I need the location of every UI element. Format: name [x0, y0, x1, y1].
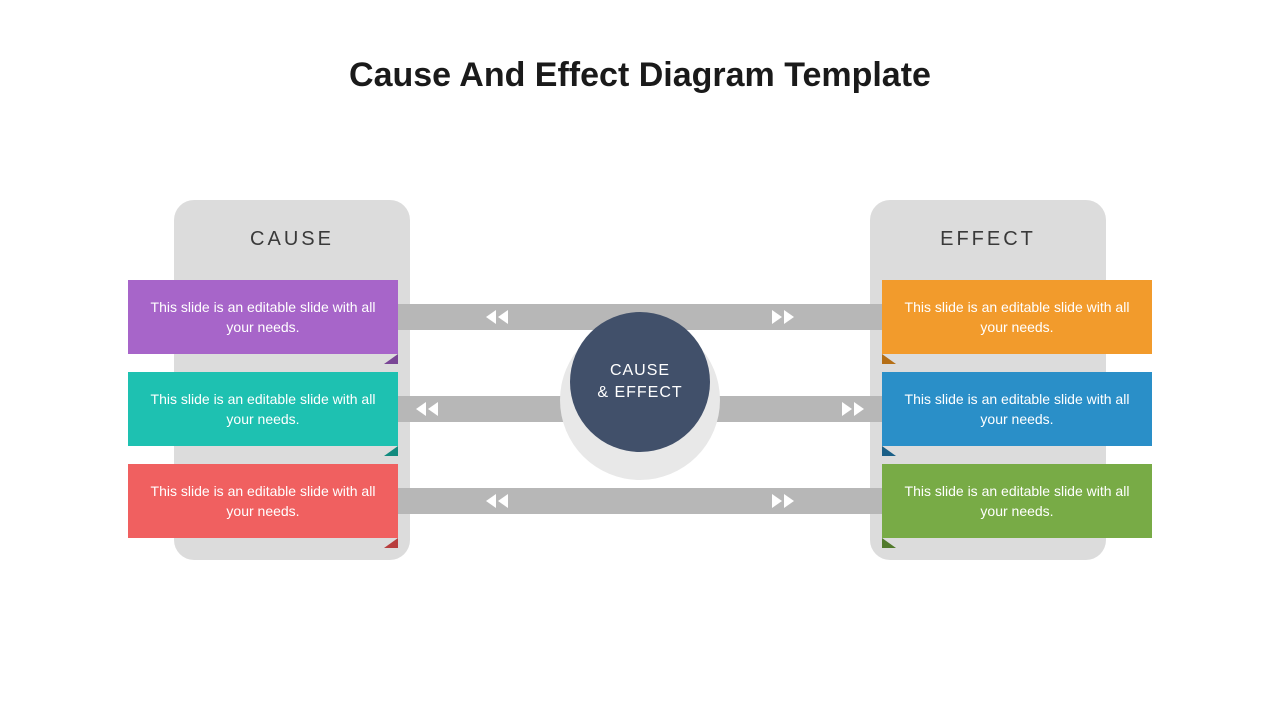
- connector-right-2: [702, 396, 882, 422]
- effect-item-text: This slide is an editable slide with all…: [900, 389, 1134, 430]
- connector-left-3: [398, 488, 648, 514]
- arrow-right-icon: [842, 402, 852, 416]
- cause-header: CAUSE: [174, 228, 410, 251]
- arrow-left-icon: [416, 402, 426, 416]
- arrow-left-icon: [486, 310, 496, 324]
- ribbon-fold: [882, 446, 896, 456]
- cause-item-text: This slide is an editable slide with all…: [146, 297, 380, 338]
- center-circle: CAUSE & EFFECT: [570, 312, 710, 452]
- cause-item-3: This slide is an editable slide with all…: [128, 464, 398, 538]
- ribbon-fold: [882, 354, 896, 364]
- cause-item-text: This slide is an editable slide with all…: [146, 481, 380, 522]
- effect-item-2: This slide is an editable slide with all…: [882, 372, 1152, 446]
- page-title: Cause And Effect Diagram Template: [0, 56, 1280, 95]
- ribbon-fold: [384, 538, 398, 548]
- ribbon-fold: [384, 354, 398, 364]
- arrow-left-icon: [486, 494, 496, 508]
- arrow-right-icon: [772, 310, 782, 324]
- arrow-right-icon: [784, 310, 794, 324]
- cause-item-1: This slide is an editable slide with all…: [128, 280, 398, 354]
- connector-left-2: [398, 396, 578, 422]
- effect-item-text: This slide is an editable slide with all…: [900, 481, 1134, 522]
- effect-item-1: This slide is an editable slide with all…: [882, 280, 1152, 354]
- effect-header: EFFECT: [870, 228, 1106, 251]
- ribbon-fold: [882, 538, 896, 548]
- cause-item-text: This slide is an editable slide with all…: [146, 389, 380, 430]
- arrow-left-icon: [498, 310, 508, 324]
- arrow-left-icon: [428, 402, 438, 416]
- ribbon-fold: [384, 446, 398, 456]
- cause-item-2: This slide is an editable slide with all…: [128, 372, 398, 446]
- effect-item-text: This slide is an editable slide with all…: [900, 297, 1134, 338]
- arrow-right-icon: [784, 494, 794, 508]
- arrow-left-icon: [498, 494, 508, 508]
- connector-right-3: [632, 488, 882, 514]
- arrow-right-icon: [854, 402, 864, 416]
- arrow-right-icon: [772, 494, 782, 508]
- effect-item-3: This slide is an editable slide with all…: [882, 464, 1152, 538]
